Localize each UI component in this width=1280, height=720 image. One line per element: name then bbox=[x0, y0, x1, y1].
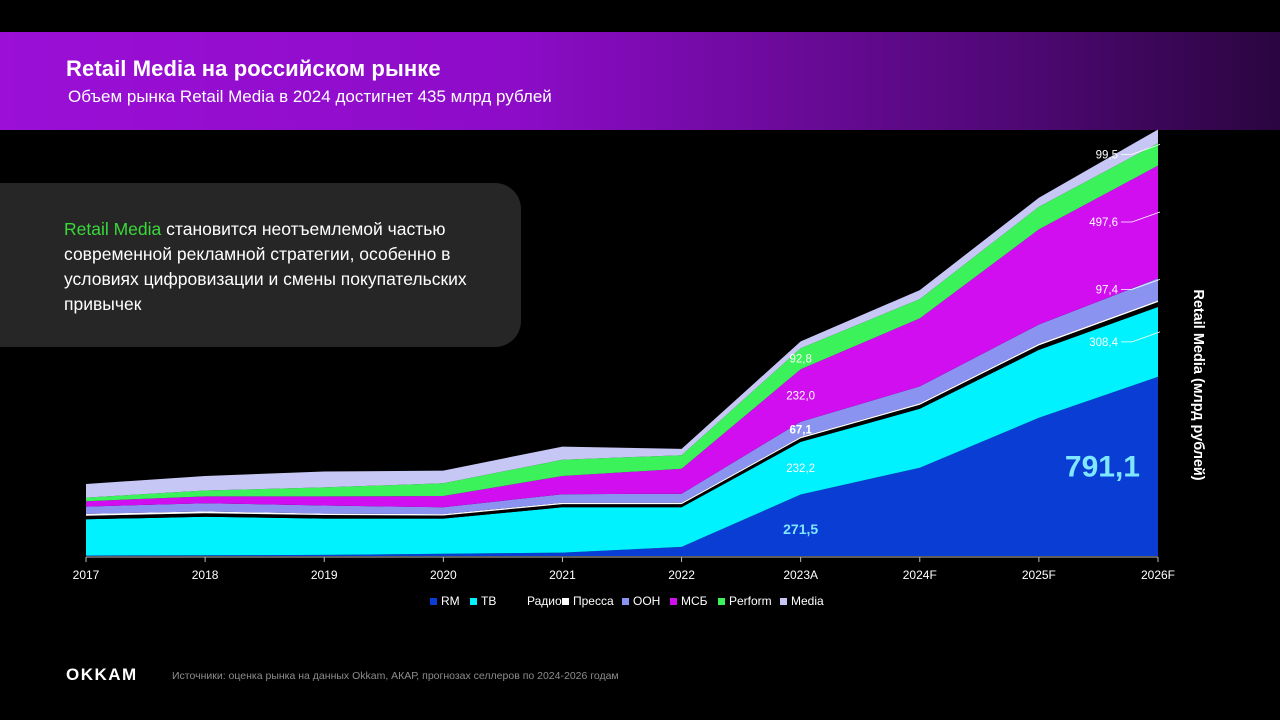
area-rm bbox=[86, 376, 1158, 556]
legend-swatch bbox=[516, 597, 523, 605]
legend-item-msb: МСБ bbox=[670, 594, 708, 608]
x-tick-label: 2017 bbox=[73, 568, 100, 582]
data-label-perform-2023a: 92,8 bbox=[789, 354, 811, 366]
legend-label: МСБ bbox=[681, 594, 708, 608]
data-label-msb-2023a: 232,0 bbox=[786, 390, 815, 402]
legend-item-media: Media bbox=[780, 594, 824, 608]
x-tick-label: 2018 bbox=[192, 568, 219, 582]
label-leader-line bbox=[1121, 331, 1161, 343]
page-subtitle: Объем рынка Retail Media в 2024 достигне… bbox=[68, 87, 552, 106]
legend-label: Пресса bbox=[573, 594, 614, 608]
legend-item-rm: RM bbox=[430, 594, 460, 608]
data-label-perform-2026f: 99,5 bbox=[1096, 149, 1118, 161]
legend-label: ТВ bbox=[481, 594, 497, 608]
legend-label: RM bbox=[441, 594, 460, 608]
legend-swatch bbox=[562, 597, 569, 605]
data-label-rm-2023a: 271,5 bbox=[783, 521, 818, 537]
data-label-msb-2026f: 497,6 bbox=[1089, 217, 1118, 229]
legend-swatch bbox=[780, 597, 787, 605]
x-tick-label: 2019 bbox=[311, 568, 338, 582]
data-label-rm-2026f: 791,1 bbox=[1065, 450, 1140, 483]
legend-label: OOH bbox=[633, 594, 661, 608]
legend-swatch bbox=[470, 597, 477, 605]
callout-text: Retail Media становится неотъемлемой час… bbox=[64, 217, 504, 317]
callout-body: становится неотъемлемой частью современн… bbox=[64, 219, 467, 314]
legend-swatch bbox=[622, 597, 629, 605]
area-msb bbox=[86, 165, 1158, 508]
y-axis-label: Retail Media (млрд рублей) bbox=[1190, 289, 1206, 481]
x-tick-label: 2024F bbox=[903, 568, 937, 582]
legend-item-ooh: OOH bbox=[622, 594, 660, 608]
legend-item-press: Пресса bbox=[562, 594, 614, 608]
okkam-logo: OKKAM bbox=[66, 665, 138, 684]
legend-item-perform: Perform bbox=[718, 594, 772, 608]
page-title: Retail Media на российском рынке bbox=[66, 56, 441, 81]
callout-highlight: Retail Media bbox=[64, 219, 162, 239]
data-label-tv-2023a: 232,2 bbox=[786, 463, 815, 475]
legend-label: Perform bbox=[729, 594, 772, 608]
legend-label: Media bbox=[791, 594, 824, 608]
legend-label: Радио bbox=[527, 594, 562, 608]
label-leader-line bbox=[1121, 278, 1161, 290]
legend-swatch bbox=[718, 597, 725, 605]
x-tick-label: 2020 bbox=[430, 568, 457, 582]
header-banner bbox=[0, 32, 1280, 130]
data-label-tv-2026f: 308,4 bbox=[1089, 337, 1118, 349]
x-tick-label: 2026F bbox=[1141, 568, 1175, 582]
data-label-ooh-2026f: 97,4 bbox=[1096, 284, 1119, 296]
legend-swatch bbox=[670, 597, 677, 605]
x-tick-label: 2022 bbox=[668, 568, 695, 582]
callout-panel bbox=[0, 183, 521, 347]
x-tick-label: 2025F bbox=[1022, 568, 1056, 582]
chart-legend: RM ТВ Радио Пресса OOH МСБ Perform Media bbox=[0, 594, 1280, 612]
source-note: Источники: оценка рынка на данных Okkam,… bbox=[172, 670, 619, 682]
legend-swatch bbox=[430, 597, 437, 605]
x-tick-label: 2023A bbox=[783, 568, 818, 582]
area-tv bbox=[86, 307, 1158, 556]
label-leader-line bbox=[1121, 143, 1161, 155]
legend-item-tv: ТВ bbox=[470, 594, 496, 608]
legend-item-radio: Радио bbox=[516, 594, 562, 608]
x-tick-label: 2021 bbox=[549, 568, 576, 582]
label-leader-line bbox=[1121, 211, 1161, 223]
data-label-ooh-2023a: 67,1 bbox=[789, 424, 812, 436]
